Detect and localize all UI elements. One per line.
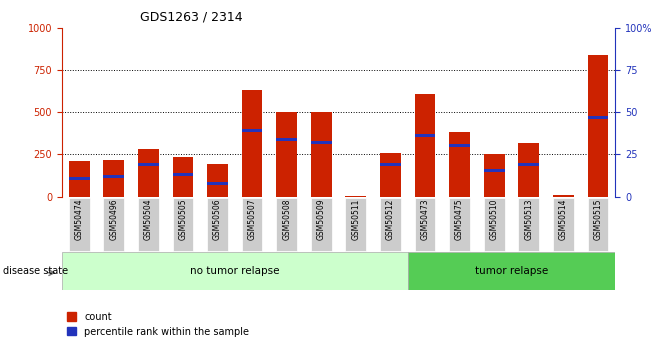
FancyBboxPatch shape — [408, 252, 615, 290]
FancyBboxPatch shape — [346, 198, 366, 251]
Text: disease state: disease state — [3, 266, 68, 276]
Bar — [173, 173, 193, 176]
FancyBboxPatch shape — [173, 198, 193, 251]
Text: GSM50496: GSM50496 — [109, 199, 118, 240]
FancyBboxPatch shape — [242, 198, 262, 251]
Bar — [104, 175, 124, 178]
Bar — [380, 153, 401, 197]
FancyBboxPatch shape — [207, 198, 228, 251]
FancyBboxPatch shape — [69, 198, 89, 251]
FancyBboxPatch shape — [276, 198, 297, 251]
Bar — [449, 131, 470, 197]
Bar — [587, 116, 608, 119]
Bar — [276, 138, 297, 141]
Bar — [69, 177, 90, 180]
Text: GSM50513: GSM50513 — [524, 199, 533, 240]
Bar — [138, 163, 159, 166]
Text: no tumor relapse: no tumor relapse — [190, 266, 279, 276]
Text: GSM50511: GSM50511 — [352, 199, 360, 240]
Bar — [69, 161, 90, 197]
FancyBboxPatch shape — [104, 198, 124, 251]
Bar — [553, 195, 574, 197]
Bar — [173, 157, 193, 197]
Text: GSM50508: GSM50508 — [282, 199, 291, 240]
FancyBboxPatch shape — [311, 198, 331, 251]
Text: GSM50515: GSM50515 — [594, 199, 602, 240]
Legend: count, percentile rank within the sample: count, percentile rank within the sample — [66, 312, 249, 337]
Text: GSM50505: GSM50505 — [178, 199, 187, 240]
Text: GSM50506: GSM50506 — [213, 199, 222, 240]
FancyBboxPatch shape — [380, 198, 401, 251]
Text: GSM50475: GSM50475 — [455, 199, 464, 240]
Text: GSM50473: GSM50473 — [421, 199, 430, 240]
Bar — [415, 134, 436, 137]
Bar — [518, 142, 539, 197]
Text: GSM50512: GSM50512 — [386, 199, 395, 240]
Bar — [311, 112, 331, 197]
Text: GDS1263 / 2314: GDS1263 / 2314 — [140, 10, 243, 23]
Text: GSM50507: GSM50507 — [247, 199, 256, 240]
FancyBboxPatch shape — [449, 198, 470, 251]
Bar — [587, 55, 608, 197]
Bar — [346, 196, 366, 197]
Text: tumor relapse: tumor relapse — [475, 266, 548, 276]
Text: GSM50474: GSM50474 — [75, 199, 83, 240]
FancyBboxPatch shape — [62, 252, 408, 290]
Bar — [207, 164, 228, 197]
Bar — [518, 163, 539, 166]
Bar — [104, 160, 124, 197]
Text: GSM50510: GSM50510 — [490, 199, 499, 240]
Bar — [207, 183, 228, 186]
Bar — [242, 129, 262, 132]
Bar — [276, 112, 297, 197]
Bar — [484, 155, 505, 197]
Bar — [242, 90, 262, 197]
FancyBboxPatch shape — [138, 198, 159, 251]
Text: GSM50514: GSM50514 — [559, 199, 568, 240]
Bar — [484, 169, 505, 172]
Text: GSM50504: GSM50504 — [144, 199, 153, 240]
Bar — [311, 141, 331, 144]
FancyBboxPatch shape — [484, 198, 505, 251]
Bar — [138, 149, 159, 197]
Bar — [380, 163, 401, 166]
FancyBboxPatch shape — [553, 198, 574, 251]
Bar — [415, 93, 436, 197]
FancyBboxPatch shape — [415, 198, 436, 251]
Text: GSM50509: GSM50509 — [317, 199, 326, 240]
Bar — [449, 145, 470, 147]
FancyBboxPatch shape — [518, 198, 539, 251]
FancyBboxPatch shape — [587, 198, 608, 251]
